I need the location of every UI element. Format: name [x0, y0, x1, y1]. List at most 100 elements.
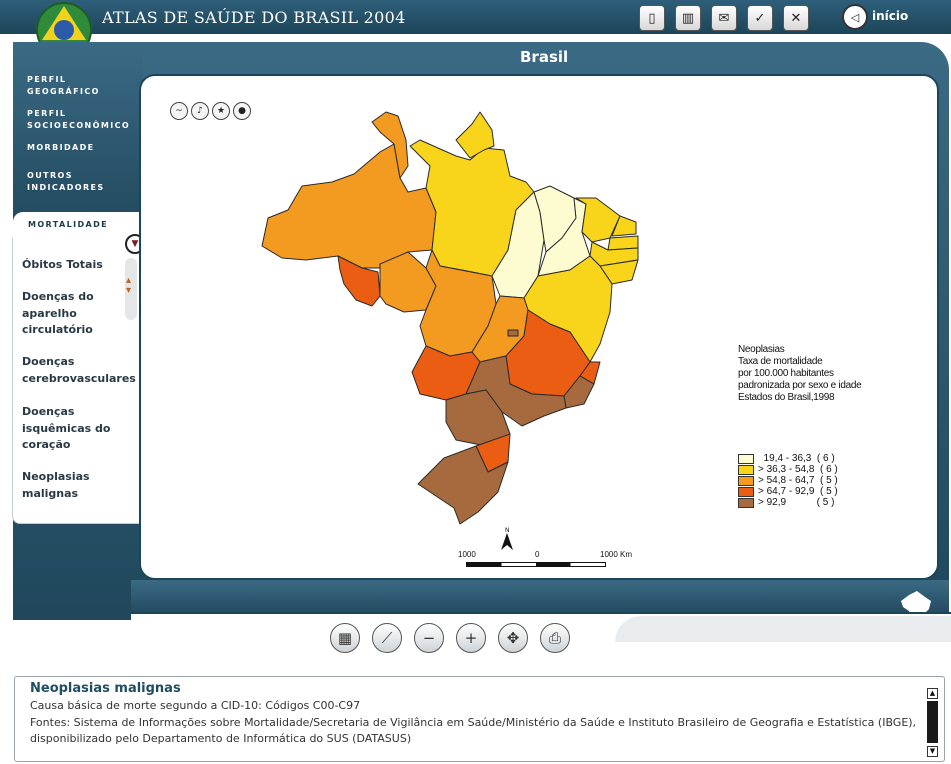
star-icon: ★ [216, 106, 226, 116]
table-icon: ▦ [337, 629, 353, 647]
home-label[interactable]: início [872, 9, 909, 23]
side-nav-panel [13, 42, 143, 238]
submenu-scrollbar[interactable] [125, 258, 137, 320]
submenu-aparelho-circulatorio[interactable]: Doenças do aparelho circulatório [22, 289, 126, 339]
legend-title-line: padronizada por sexo e idade [738, 380, 862, 391]
table-view-button[interactable]: ▦ [330, 623, 360, 653]
state-ac[interactable] [337, 255, 381, 307]
nav-outros-indicadores[interactable]: OUTROS INDICADORES [27, 170, 105, 194]
submenu-line: Neoplasias [22, 470, 90, 483]
chevron-left-icon: ◁ [850, 10, 860, 24]
submenu-line: aparelho [22, 306, 77, 320]
home-button[interactable]: ◁ [842, 4, 868, 30]
mortality-submenu [12, 238, 140, 524]
nav-label-line: GEOGRÁFICO [27, 87, 100, 96]
submenu-line: cerebrovasculares [22, 371, 136, 385]
region-title: Brasil [520, 48, 569, 66]
submenu-line: Óbitos Totais [22, 258, 103, 271]
map-tool-point-button[interactable]: ● [233, 102, 251, 120]
legend-swatch-3 [738, 476, 754, 486]
info-scroll-thumb[interactable] [927, 701, 938, 743]
state-to[interactable] [491, 191, 545, 299]
pan-button[interactable]: ✥ [498, 623, 528, 653]
checklist-icon: ✓ [754, 10, 766, 26]
minus-icon: − [422, 629, 436, 647]
nav-label-line: PERFIL [27, 75, 67, 84]
point-icon: ● [238, 106, 246, 116]
brazil-choropleth-map[interactable] [240, 100, 670, 530]
exit-button[interactable]: ▯ [639, 5, 665, 31]
nav-label-line: PERFIL [27, 109, 67, 118]
close-button[interactable]: ✕ [783, 5, 809, 31]
library-button[interactable]: ▥ [675, 5, 701, 31]
scale-bar [460, 526, 610, 540]
legend-swatch-2 [738, 465, 754, 475]
info-scroll-up-button[interactable]: ▲ [927, 688, 938, 699]
state-rs[interactable] [417, 445, 509, 525]
legend-swatch-4 [738, 487, 754, 497]
checklist-button[interactable]: ✓ [747, 5, 773, 31]
move-arrows-icon: ✥ [506, 629, 520, 647]
print-button[interactable]: ⎙ [540, 623, 570, 653]
nav-label-line: SOCIOECONÔMICO [27, 121, 131, 130]
triangle-down-icon: ▼ [131, 239, 139, 249]
submenu-isquemicas-coracao[interactable]: Doenças isquêmicas do coração [22, 404, 126, 454]
chart-view-button[interactable]: ⟋ [372, 623, 402, 653]
arrow-down-icon: ▼ [929, 747, 936, 755]
legend-label-4: > 64,7 - 92,9 ( 5 ) [758, 486, 838, 497]
state-ce[interactable] [575, 197, 621, 243]
state-rr[interactable] [371, 111, 409, 179]
state-rn[interactable] [611, 215, 637, 237]
line-icon: ~ [175, 106, 183, 116]
info-sources-line: Fontes: Sistema de Informações sobre Mor… [30, 716, 917, 729]
scale-label-mid: 0 [535, 550, 540, 559]
map-footer-strip [131, 580, 949, 616]
legend-swatch-1 [738, 454, 754, 464]
submenu-line: Doenças [22, 405, 75, 418]
legend-title-line: Taxa de mortalidade [738, 356, 823, 367]
submenu-line: malignas [22, 486, 79, 500]
curve-icon: ♪ [197, 106, 203, 116]
submenu-line: circulatório [22, 323, 93, 336]
legend-label-1: 19,4 - 36,3 ( 6 ) [758, 453, 835, 464]
zoom-in-button[interactable]: + [456, 623, 486, 653]
mail-button[interactable]: ✉ [711, 5, 737, 31]
scale-label-right: 1000 Km [600, 550, 633, 559]
state-ap[interactable] [455, 111, 495, 159]
nav-perfil-socioeconomico[interactable]: PERFIL SOCIOECONÔMICO [27, 108, 130, 132]
state-df[interactable] [507, 329, 519, 337]
nav-perfil-geografico[interactable]: PERFIL GEOGRÁFICO [27, 74, 100, 98]
map-tool-curve-button[interactable]: ♪ [191, 102, 209, 120]
state-ro[interactable] [379, 251, 437, 313]
nav-label-line: MORBIDADE [27, 143, 95, 152]
scroll-updown-icon[interactable]: ▴ ▾ [126, 275, 132, 296]
map-tool-star-button[interactable]: ★ [212, 102, 230, 120]
nav-mortalidade-label[interactable]: MORTALIDADE [28, 220, 109, 229]
submenu-obitos-totais[interactable]: Óbitos Totais [22, 257, 126, 274]
graph-icon: ⟋ [381, 629, 393, 647]
nav-mortalidade-tab[interactable] [13, 212, 139, 238]
mail-icon: ✉ [718, 10, 730, 26]
info-title: Neoplasias malignas [30, 681, 181, 696]
legend-label-2: > 36,3 - 54,8 ( 6 ) [758, 464, 838, 475]
submenu-neoplasias-malignas[interactable]: Neoplasias malignas [22, 469, 126, 502]
scale-bar-ruler [466, 562, 606, 567]
submenu-line: isquêmicas do [22, 421, 111, 435]
submenu-cerebrovasculares[interactable]: Doenças cerebrovasculares [22, 354, 136, 387]
printer-icon: ⎙ [548, 629, 561, 647]
map-tool-line-button[interactable]: ~ [170, 102, 188, 120]
book-icon: ▥ [681, 10, 695, 26]
north-arrow-icon [501, 533, 513, 550]
info-panel [14, 676, 945, 762]
nav-label-line: OUTROS [27, 171, 73, 180]
zoom-out-button[interactable]: − [414, 623, 444, 653]
info-scroll-down-button[interactable]: ▼ [927, 746, 938, 757]
submenu-line: Doenças [22, 355, 75, 368]
door-exit-icon: ▯ [648, 10, 656, 26]
legend-label-5: > 92,9 ( 5 ) [758, 497, 835, 508]
app-title: ATLAS DE SAÚDE DO BRASIL 2004 [102, 8, 406, 27]
control-bar-decoration [615, 616, 951, 642]
nav-morbidade[interactable]: MORBIDADE [27, 142, 95, 154]
state-am[interactable] [261, 143, 437, 269]
